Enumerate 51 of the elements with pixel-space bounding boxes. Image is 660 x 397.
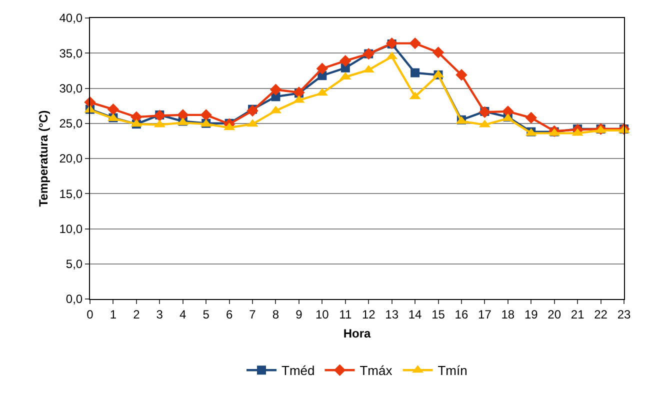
x-tick-label: 13 (385, 307, 399, 322)
x-tick-label: 22 (594, 307, 608, 322)
point (177, 109, 189, 121)
point (316, 62, 328, 74)
x-tick-label: 17 (478, 307, 492, 322)
y-tick-label: 5,0 (66, 257, 83, 272)
x-tick-label: 15 (432, 307, 446, 322)
x-tick-label: 0 (86, 307, 94, 322)
x-tick-label: 14 (408, 307, 422, 322)
legend-label: Tméd (282, 363, 315, 378)
x-tick-label: 21 (570, 307, 585, 322)
x-tick-label: 1 (110, 307, 117, 322)
x-tick-label: 12 (362, 307, 376, 322)
x-tick-label: 16 (454, 307, 468, 322)
x-tick-label: 23 (617, 307, 631, 322)
point (107, 103, 120, 116)
point (456, 69, 468, 81)
point (200, 109, 212, 121)
x-tick-label: 9 (296, 307, 303, 322)
x-tick-label: 5 (202, 307, 210, 322)
y-tick-label: 35,0 (59, 46, 83, 60)
y-tick-label: 0,0 (66, 292, 83, 306)
y-tick-label: 25,0 (59, 116, 83, 131)
x-tick-label: 4 (180, 307, 187, 322)
x-tick-label: 2 (133, 307, 140, 322)
point (246, 104, 258, 117)
x-tick-label: 6 (226, 307, 233, 322)
point (270, 84, 282, 96)
point (340, 55, 352, 67)
legend-label: Tmáx (360, 363, 393, 378)
legend-label: Tmín (438, 363, 468, 378)
point (525, 112, 537, 124)
x-tick-label: 19 (524, 307, 538, 322)
x-axis-title: Hora (343, 326, 371, 340)
y-tick-label: 40,0 (59, 11, 83, 26)
point (409, 37, 421, 50)
y-tick-label: 10,0 (59, 222, 83, 236)
x-tick-label: 11 (339, 307, 352, 322)
x-tick-label: 10 (315, 307, 330, 322)
x-tick-label: 8 (272, 307, 280, 322)
x-tick-label: 7 (249, 307, 256, 322)
y-axis-title: Temperatura (°C) (36, 110, 51, 207)
x-tick-label: 3 (156, 307, 164, 322)
x-tick-label: 20 (548, 307, 562, 322)
y-tick-label: 20,0 (59, 152, 83, 166)
x-tick-label: 18 (501, 307, 515, 322)
y-tick-label: 30,0 (59, 81, 83, 96)
point (410, 68, 420, 78)
point (502, 106, 514, 118)
y-tick-label: 15,0 (59, 186, 83, 201)
point (432, 46, 444, 58)
